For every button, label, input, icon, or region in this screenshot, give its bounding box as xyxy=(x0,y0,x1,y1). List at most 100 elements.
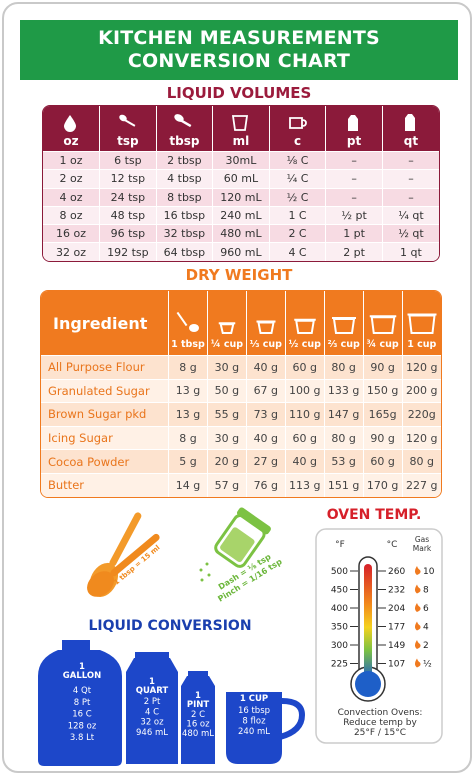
table-cell: – xyxy=(325,150,383,170)
icon xyxy=(331,317,356,334)
icon xyxy=(404,114,415,131)
table-cell: 4 tbsp xyxy=(155,169,213,189)
icon xyxy=(348,115,359,131)
gas-mark: 6 xyxy=(423,604,429,614)
gas-mark: 2 xyxy=(423,641,429,651)
table-cell: 5 g xyxy=(168,449,208,474)
container-line: 32 oz xyxy=(140,718,164,728)
table-cell: ½ qt xyxy=(381,224,439,243)
column-label: qt xyxy=(403,134,419,148)
table-cell: 2 pt xyxy=(325,242,383,261)
table-cell: 14 g xyxy=(168,472,208,497)
fahrenheit: 300 xyxy=(331,641,348,651)
flame-icon xyxy=(415,640,421,649)
column-header: ¾ cup xyxy=(362,291,403,356)
thermometer xyxy=(350,556,386,702)
table-cell: 200 g xyxy=(401,378,441,403)
column-label: tsp xyxy=(117,134,139,148)
table-cell: 120 g xyxy=(401,355,441,380)
table-cell: 2 tbsp xyxy=(155,150,213,170)
table-cell: 120 g xyxy=(401,425,441,450)
gas-mark: 4 xyxy=(423,623,429,633)
table-cell: 12 tsp xyxy=(99,169,157,189)
liquid-volumes-table: oz tsp tbsp ml c pt qt 1 oz 6 tsp 2 tbsp 30mL ⅛ C – –… xyxy=(43,106,439,261)
icon xyxy=(288,117,307,129)
column-header: tbsp xyxy=(155,106,213,152)
celsius: 107 xyxy=(388,660,405,670)
column-header: oz xyxy=(43,106,100,152)
table-cell: 32 oz xyxy=(43,242,100,261)
column-header: 1 tbsp xyxy=(168,291,208,356)
table-row: 4 oz 24 tsp 8 tbsp 120 mL ½ C – – xyxy=(43,187,439,207)
container-line: 8 Pt xyxy=(74,698,91,708)
table-cell: 53 g xyxy=(323,449,364,474)
table-cell: 76 g xyxy=(245,472,286,497)
celsius: 232 xyxy=(388,586,405,596)
container-line: 4 Qt xyxy=(73,686,92,696)
container-line: 4 C xyxy=(145,707,159,717)
flame-icon xyxy=(415,566,421,575)
table-cell: 90 g xyxy=(362,355,403,380)
table-cell: 120 mL xyxy=(212,187,270,207)
ingredient-cell: Cocoa Powder xyxy=(41,449,169,474)
column-header: qt xyxy=(381,106,439,152)
column-label: oz xyxy=(63,134,79,148)
celsius: 204 xyxy=(388,604,405,614)
column-label: tbsp xyxy=(169,134,200,148)
container-line: 946 mL xyxy=(136,728,168,738)
table-cell: 57 g xyxy=(206,472,247,497)
table-cell: 227 g xyxy=(401,472,441,497)
table-cell: 60 g xyxy=(284,425,325,450)
column-label: c xyxy=(293,134,302,148)
table-cell: 30mL xyxy=(212,150,270,170)
table-cell: 100 g xyxy=(284,378,325,403)
icon xyxy=(369,315,396,334)
table-row: All Purpose Flour 8 g 30 g 40 g 60 g 80 g 90 g… xyxy=(41,355,441,380)
oven-note: Convection Ovens: xyxy=(338,708,423,718)
table-cell: 40 g xyxy=(245,355,286,380)
table-cell: 8 oz xyxy=(43,205,100,225)
table-cell: 2 oz xyxy=(43,169,100,189)
table-row: Brown Sugar pkd 13 g 55 g 73 g 110 g 147 g 165… xyxy=(41,402,441,427)
table-cell: 30 g xyxy=(206,425,247,450)
container-line: 8 floz xyxy=(242,717,266,727)
title-line: CONVERSION CHART xyxy=(127,50,351,72)
column-header: ⅔ cup xyxy=(323,291,364,356)
container-line: 2 Pt xyxy=(144,697,161,707)
celsius: 149 xyxy=(388,641,405,651)
flame-icon xyxy=(415,603,421,612)
table-cell: 80 g xyxy=(323,425,364,450)
container-line: 128 oz xyxy=(68,721,97,731)
column-label: 1 cup xyxy=(407,339,437,350)
table-cell: – xyxy=(381,187,439,207)
icon xyxy=(64,115,77,132)
table-row: Cocoa Powder 5 g 20 g 27 g 40 g 53 g 60 g 80 g xyxy=(41,449,441,474)
flame-icon xyxy=(415,658,421,668)
table-cell: 1 qt xyxy=(381,242,439,261)
table-cell: 4 C xyxy=(268,242,326,261)
section-title: LIQUID CONVERSION xyxy=(88,618,251,634)
table-cell: 64 tbsp xyxy=(155,242,213,261)
table-cell: 40 g xyxy=(245,425,286,450)
icon xyxy=(176,311,199,332)
fahrenheit: 450 xyxy=(331,586,348,596)
table-cell: – xyxy=(381,169,439,189)
table-cell: 960 mL xyxy=(212,242,270,261)
table-cell: 8 g xyxy=(168,425,208,450)
celsius: 260 xyxy=(388,567,405,577)
table-cell: – xyxy=(381,150,439,170)
column-header: ⅓ cup xyxy=(245,291,286,356)
title-line: KITCHEN MEASUREMENTS xyxy=(98,27,380,49)
table-cell: 32 tbsp xyxy=(155,224,213,243)
table-cell: 16 oz xyxy=(43,224,100,243)
table-cell: ½ C xyxy=(268,187,326,207)
table-cell: 16 tbsp xyxy=(155,205,213,225)
icon xyxy=(119,114,136,127)
oven-box xyxy=(315,528,443,744)
graphics: 1 tsp = 5 ml 1 tbsp = 15 ml Dash = ⅛ tsp… xyxy=(38,507,443,766)
header: KITCHEN MEASUREMENTS CONVERSION CHART xyxy=(20,20,458,80)
table-cell: 13 g xyxy=(168,402,208,427)
